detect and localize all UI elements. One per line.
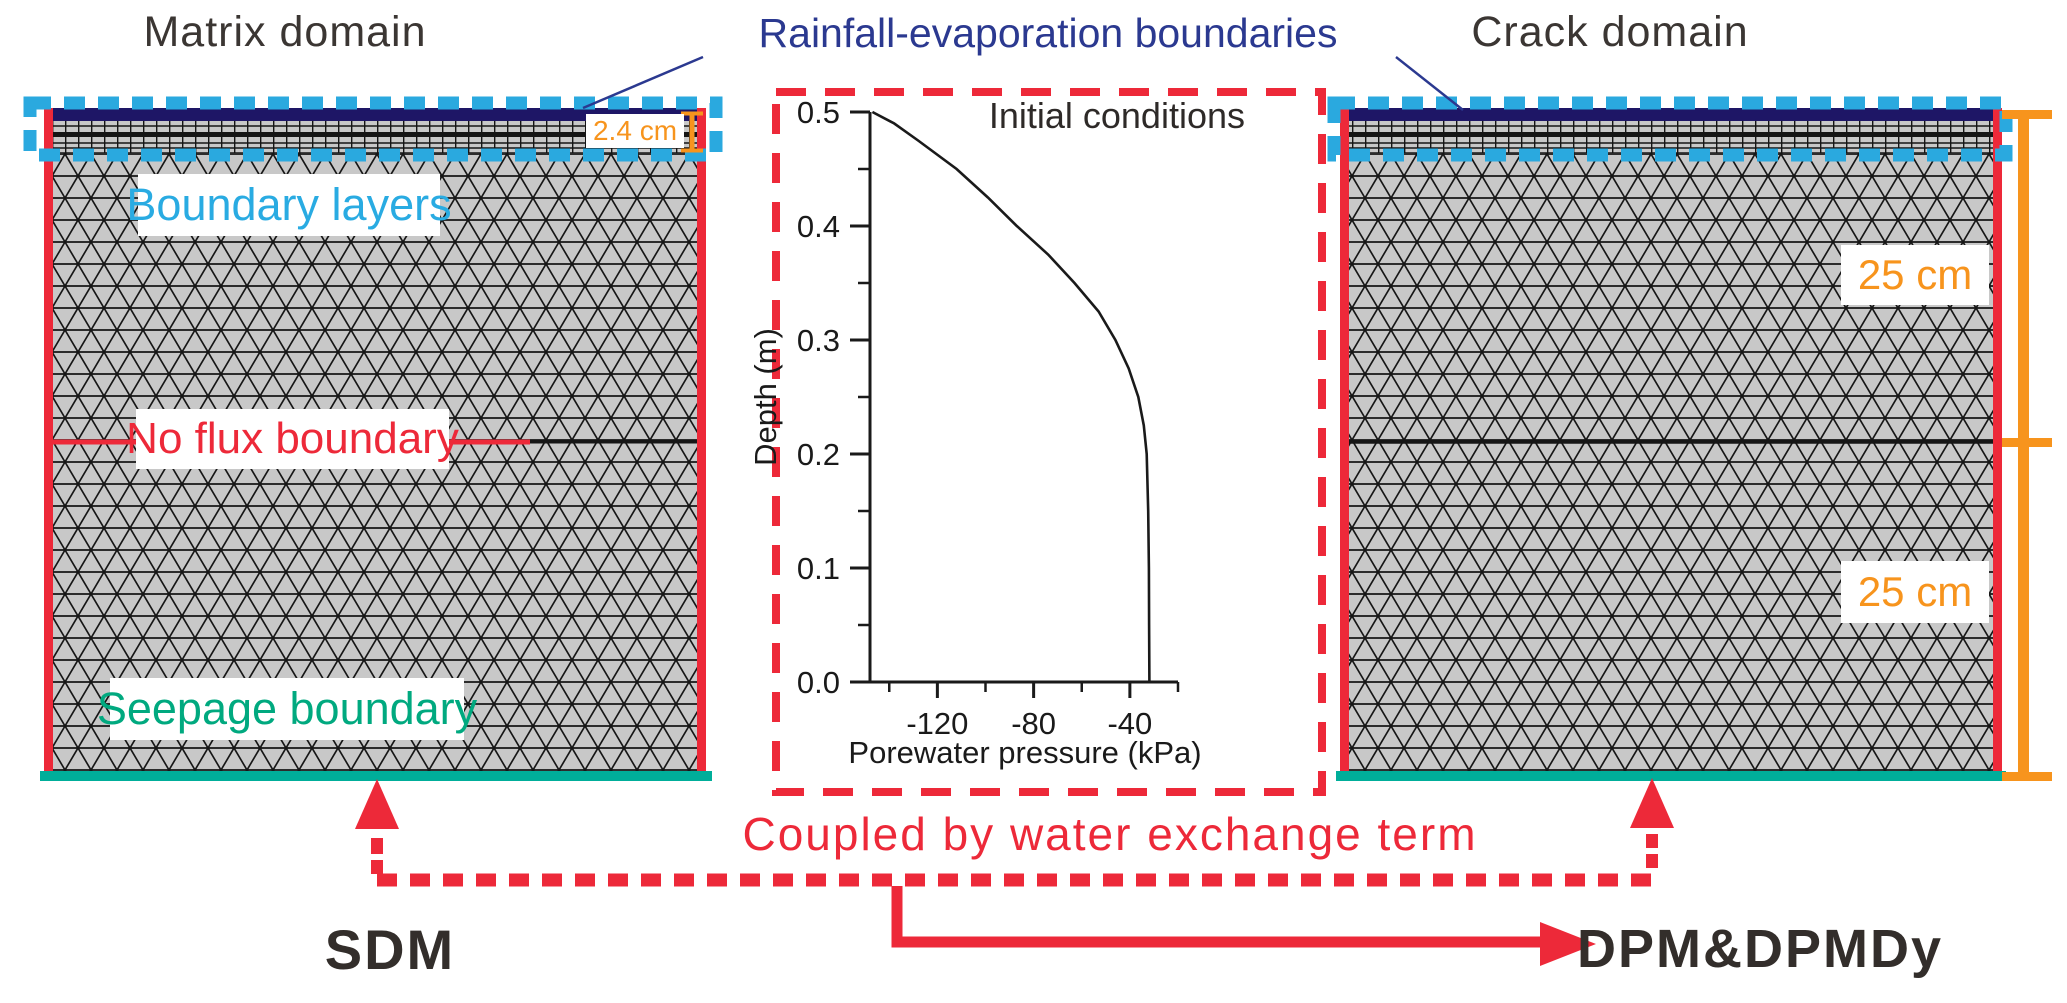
seepage-boundary-label: Seepage boundary bbox=[97, 678, 477, 740]
no-flux-boundary-label: No flux boundary bbox=[126, 409, 459, 469]
matrix-domain-title: Matrix domain bbox=[143, 7, 427, 56]
crack-right-border bbox=[1993, 108, 2002, 778]
x-tick-label: -80 bbox=[1011, 706, 1056, 741]
thickness-bracket-2-4cm bbox=[681, 111, 703, 153]
initial-conditions-plot: 0.0 0.1 0.2 0.3 0.4 0.5 -120 -80 -40 bbox=[797, 95, 1180, 741]
crack-rainfall-band bbox=[1342, 108, 1998, 121]
matrix-rainfall-dashed-box bbox=[23, 96, 723, 162]
matrix-arrow-dash bbox=[371, 838, 383, 854]
y-tick-label: 0.0 bbox=[797, 665, 840, 700]
crack-seepage-border bbox=[1336, 771, 2006, 781]
upper-depth-label: 25 cm bbox=[1841, 245, 1989, 305]
crack-domain-title: Crack domain bbox=[1471, 7, 1749, 56]
coupling-label: Coupled by water exchange term bbox=[742, 808, 1478, 860]
matrix-up-arrowhead bbox=[355, 779, 399, 829]
y-tick-label: 0.2 bbox=[797, 437, 840, 472]
plot-axes bbox=[868, 112, 1178, 684]
matrix-rainfall-band bbox=[46, 108, 702, 121]
y-tick-label: 0.4 bbox=[797, 209, 840, 244]
crack-up-arrowhead bbox=[1630, 778, 1674, 828]
initial-pressure-curve bbox=[871, 110, 1151, 683]
y-tick-label: 0.1 bbox=[797, 551, 840, 586]
x-tick-label: -120 bbox=[906, 706, 968, 741]
y-tick-label: 0.5 bbox=[797, 95, 840, 130]
matrix-left-border bbox=[44, 108, 53, 778]
crack-left-border bbox=[1340, 108, 1349, 778]
boundary-layers-label: Boundary layers bbox=[126, 174, 452, 236]
matrix-right-border bbox=[697, 108, 706, 778]
initial-conditions-dashed-frame bbox=[772, 88, 1326, 796]
y-tick-label: 0.3 bbox=[797, 323, 840, 358]
crack-mesh-body bbox=[1341, 120, 1999, 779]
crack-boundary-layer-mesh bbox=[1342, 121, 1998, 153]
plot-y-axis-label: Depth (m) bbox=[748, 328, 783, 466]
matrix-arrow-dash bbox=[371, 860, 383, 874]
dpm-arrowhead bbox=[1540, 922, 1596, 966]
coupling-connectors bbox=[355, 778, 1674, 966]
x-tick-label: -40 bbox=[1107, 706, 1152, 741]
crack-arrow-dash bbox=[1646, 834, 1658, 848]
rainfall-boundaries-label: Rainfall-evaporation boundaries bbox=[758, 9, 1338, 56]
depth-bracket-25cm bbox=[2002, 110, 2052, 781]
crack-rainfall-dashed-box bbox=[1327, 96, 2013, 162]
lower-depth-label: 25 cm bbox=[1841, 561, 1989, 623]
plot-title: Initial conditions bbox=[988, 95, 1245, 136]
crack-domain-mesh bbox=[1327, 96, 2052, 781]
rainfall-leader-right bbox=[1395, 56, 1464, 111]
matrix-seepage-border bbox=[40, 771, 712, 781]
sdm-model-label: SDM bbox=[324, 917, 456, 981]
plot-x-axis-label: Porewater pressure (kPa) bbox=[848, 735, 1202, 770]
dpm-model-label: DPM&DPMDy bbox=[1576, 919, 1944, 979]
sdm-to-dpm-elbow-line bbox=[891, 886, 1542, 948]
layer-thickness-label: 2.4 cm bbox=[586, 114, 684, 148]
rainfall-leader-left bbox=[582, 55, 704, 110]
crack-arrow-dash bbox=[1646, 854, 1658, 868]
